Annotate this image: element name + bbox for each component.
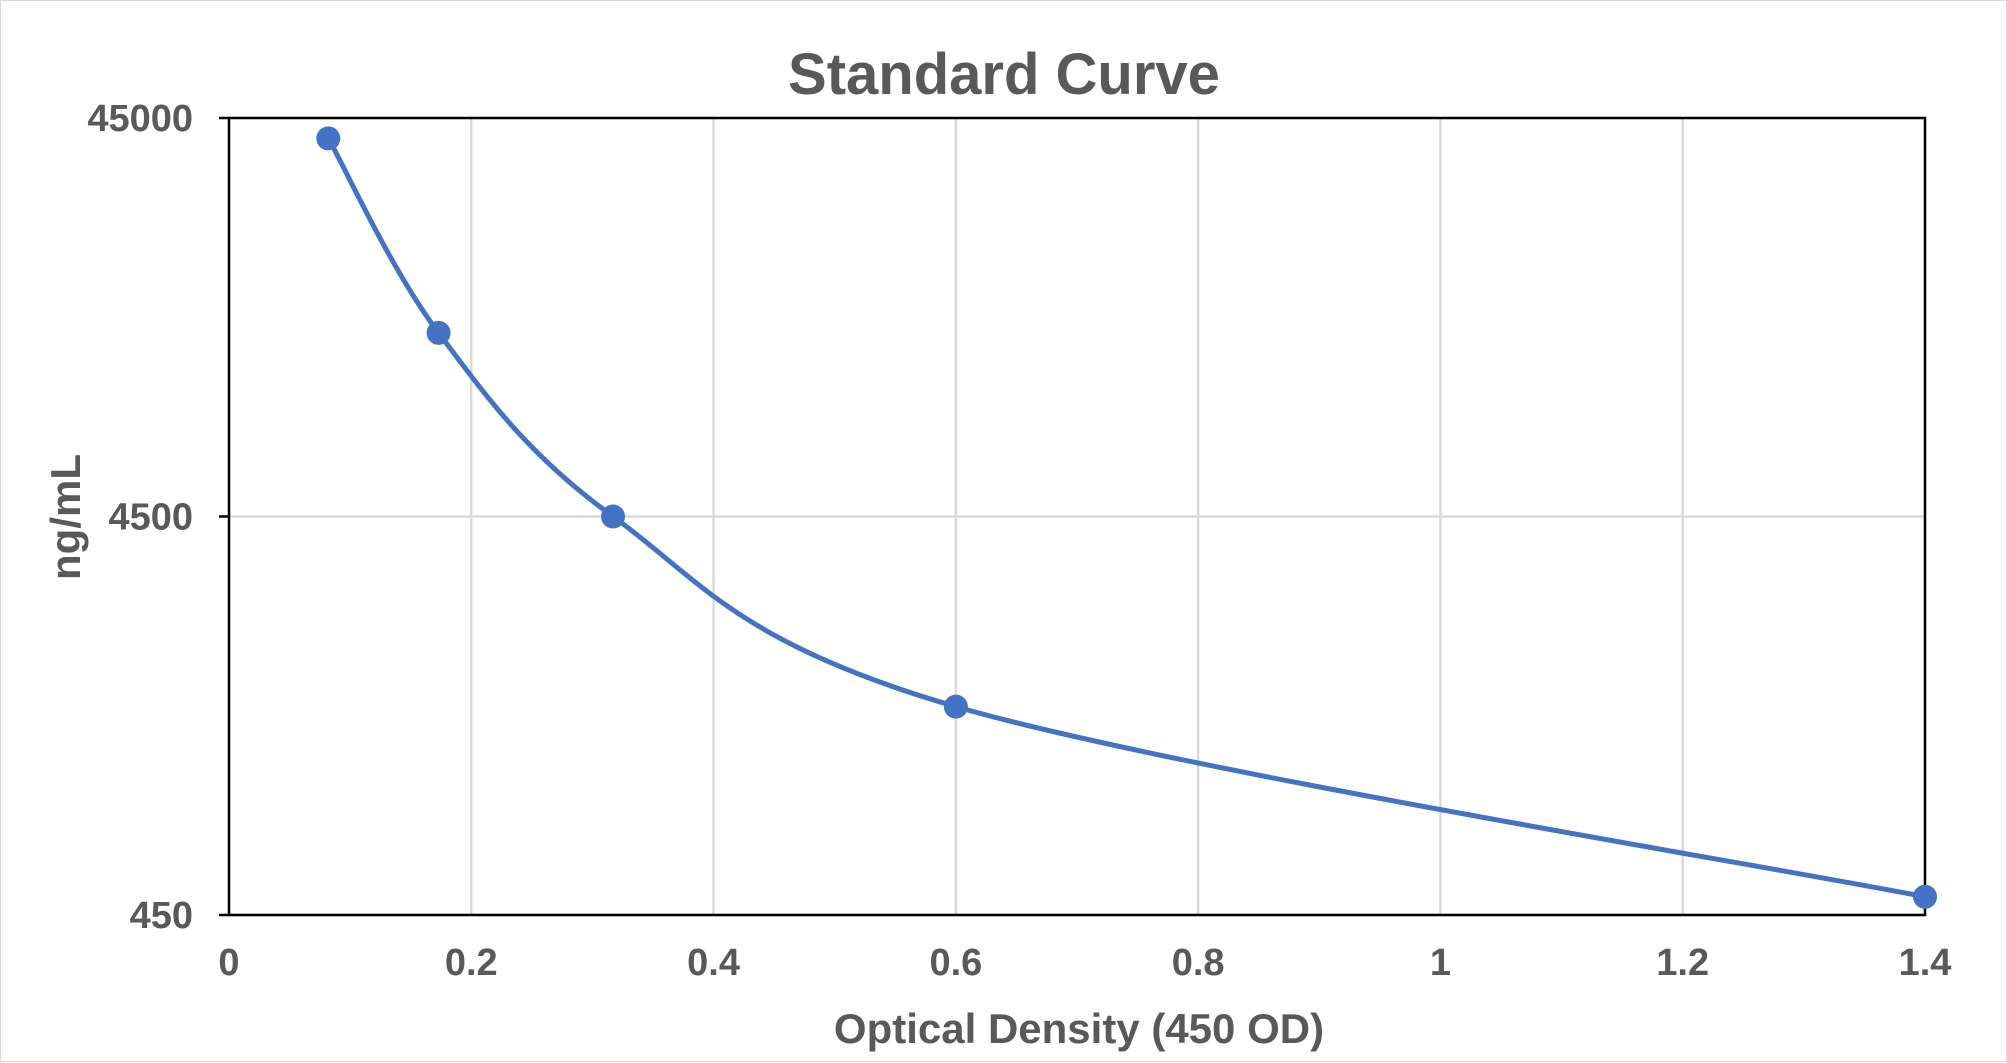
x-tick-label-7: 1.4 xyxy=(1899,942,1952,984)
y-tick-label-1: 4500 xyxy=(108,497,193,539)
x-tick-label-3: 0.6 xyxy=(929,942,982,984)
y-axis-tick-labels: 45000 4500 450 xyxy=(87,98,193,937)
gridlines xyxy=(229,118,1927,915)
chart-title: Standard Curve xyxy=(788,42,1220,107)
series-points xyxy=(316,126,1937,909)
y-tick-label-0: 45000 xyxy=(87,98,193,140)
y-axis-title: ng/mL xyxy=(42,454,89,580)
data-point-0 xyxy=(316,126,341,151)
data-point-1 xyxy=(426,320,451,345)
data-point-3 xyxy=(943,694,968,719)
x-tick-label-2: 0.4 xyxy=(687,942,740,984)
x-axis-title: Optical Density (450 OD) xyxy=(834,1005,1324,1052)
data-point-2 xyxy=(601,504,626,529)
x-tick-label-6: 1.2 xyxy=(1656,942,1709,984)
data-point-4 xyxy=(1913,884,1937,909)
x-tick-label-5: 1 xyxy=(1430,942,1451,984)
x-tick-label-1: 0.2 xyxy=(445,942,498,984)
x-tick-label-4: 0.8 xyxy=(1172,942,1225,984)
y-tick-label-2: 450 xyxy=(130,895,193,937)
y-axis-tick-marks xyxy=(219,116,229,917)
x-axis-tick-labels: 0 0.2 0.4 0.6 0.8 1 1.2 1.4 xyxy=(218,942,1951,984)
x-tick-label-0: 0 xyxy=(218,942,239,984)
